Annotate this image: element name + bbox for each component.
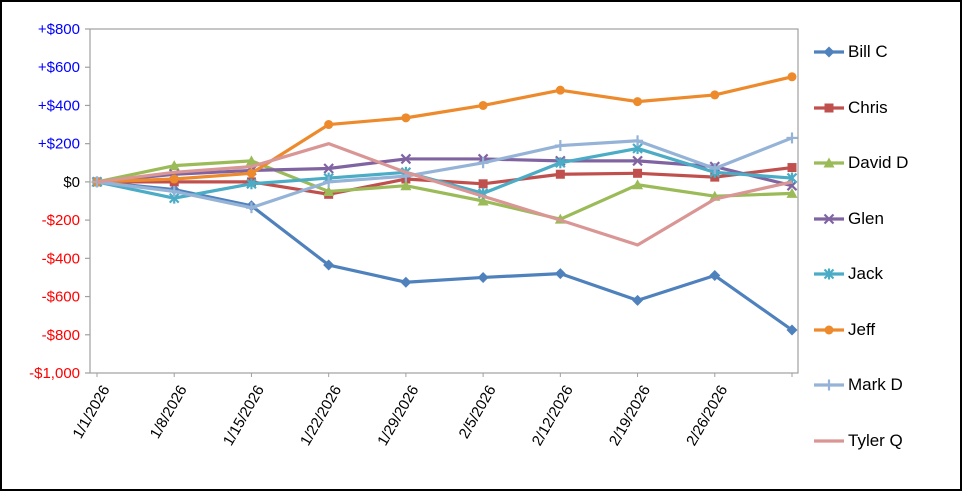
legend-swatch-jeff — [814, 325, 844, 334]
legend-swatch-chris — [814, 103, 844, 112]
x-axis-labels: 1/1/2026 1/8/2026 1/15/2026 1/22/2026 1/29/2… — [70, 373, 793, 449]
legend-swatch-glen — [814, 213, 844, 224]
y-axis-label: -$600 — [42, 289, 80, 306]
x-axis-label: 1/22/2026 — [297, 383, 345, 449]
x-axis-label: 2/12/2026 — [529, 383, 577, 449]
legend-item-chris: Chris — [812, 96, 908, 120]
legend-swatch-tyler-q — [814, 438, 844, 443]
x-axis-label: 1/1/2026 — [70, 383, 114, 442]
y-axis-label: $0 — [63, 174, 80, 191]
legend-swatch-jack — [814, 268, 844, 280]
x-axis-label: 1/29/2026 — [374, 383, 422, 449]
y-axis-label: -$400 — [42, 250, 80, 267]
series-line-bill-c — [96, 180, 793, 332]
legend: Bill C Chris David D Glen Jack Jeff Mark D Tyle… — [812, 40, 908, 484]
x-axis-label: 2/19/2026 — [606, 383, 654, 449]
legend-label: Glen — [848, 208, 884, 228]
legend-item-david-d: David D — [812, 151, 908, 175]
legend-swatch-mark-d — [814, 379, 844, 391]
plot-border — [89, 28, 799, 374]
series-bill-c — [91, 176, 798, 336]
y-axis-label: -$1,000 — [29, 365, 80, 382]
x-axis-label: 2/26/2026 — [683, 383, 731, 449]
legend-label: Tyler Q — [848, 430, 903, 450]
legend-item-jack: Jack — [812, 262, 908, 286]
x-axis-label: 1/8/2026 — [147, 383, 191, 442]
legend-label: Bill C — [848, 42, 888, 61]
legend-item-bill-c: Bill C — [812, 40, 908, 64]
series-jeff — [92, 72, 797, 187]
y-axis-labels: +$800 +$600 +$400 +$200 $0 -$200 -$400 -$600 -$8… — [29, 21, 90, 382]
series-line-jeff — [96, 75, 793, 184]
series-tyler-q — [96, 142, 793, 247]
legend-item-tyler-q: Tyler Q — [812, 429, 908, 453]
y-axis-label: -$800 — [42, 327, 80, 344]
legend-swatch-david-d — [814, 157, 844, 168]
legend-swatch-bill-c — [814, 46, 844, 58]
legend-label: Chris — [848, 97, 888, 117]
series-line-mark-d — [96, 136, 793, 210]
legend-label: Jack — [848, 264, 883, 283]
series-mark-d — [91, 132, 798, 214]
legend-label: Mark D — [848, 375, 903, 394]
series-line-glen — [96, 157, 793, 188]
legend-label: David D — [848, 153, 909, 172]
legend-item-mark-d: Mark D — [812, 373, 908, 397]
y-axis-label: +$600 — [38, 59, 80, 76]
series-line-tyler-q — [96, 142, 793, 247]
x-axis-label: 2/5/2026 — [456, 382, 500, 441]
series-line-david-d — [96, 159, 793, 221]
legend-item-jeff: Jeff — [812, 318, 908, 342]
legend-label: Jeff — [848, 319, 876, 339]
x-axis-label: 1/15/2026 — [220, 383, 268, 449]
y-axis-label: -$200 — [42, 212, 80, 229]
legend-item-glen: Glen — [812, 207, 908, 231]
y-axis-label: +$400 — [38, 97, 80, 114]
y-axis-label: +$800 — [38, 21, 80, 38]
y-axis-label: +$200 — [38, 136, 80, 153]
